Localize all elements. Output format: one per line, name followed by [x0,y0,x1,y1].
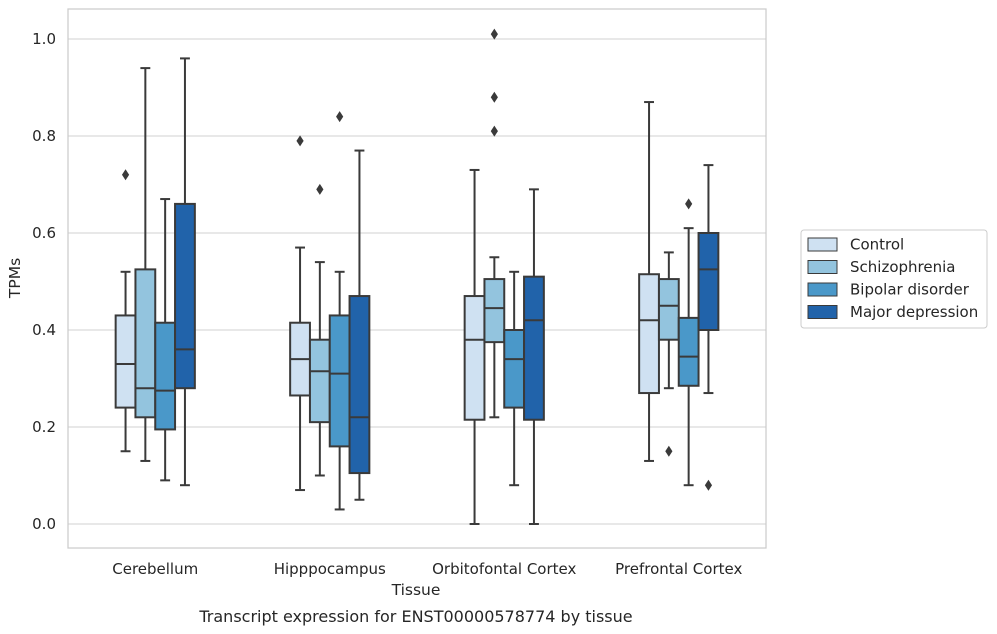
box-body [348,295,371,475]
outlier-point [490,28,498,40]
legend-swatch [807,237,838,252]
outlier-point [490,91,498,103]
outlier-point [316,183,324,195]
chart-caption: Transcript expression for ENST0000057877… [198,607,632,626]
x-tick-label: Hipppocampus [274,560,386,578]
box-control [289,135,311,492]
box-body [308,338,331,424]
box-body [114,314,137,409]
x-tick-label: Cerebellum [112,560,198,578]
box-schizophrenia [308,183,331,477]
box-body [657,278,680,341]
box-body [134,268,157,419]
y-tick-label: 0.6 [32,224,56,242]
x-axis-title: Tissue [391,581,441,599]
boxes [114,28,720,525]
y-axis-ticks: 0.0 0.2 0.4 0.6 0.8 1.0 [32,30,56,533]
box-major-depression [523,188,545,525]
y-tick-label: 0.0 [32,515,56,533]
box-control [638,101,660,462]
box-body [328,314,351,448]
outlier-point [296,135,304,147]
x-tick-label: Orbitofontal Cortex [432,560,576,578]
box-body [154,321,177,431]
outlier-point [665,445,673,457]
box-body [638,273,660,395]
box-control [114,169,137,453]
legend-label: Bipolar disorder [850,281,970,299]
plot-frame [67,8,767,549]
y-tick-label: 0.4 [32,321,56,339]
box-major-depression [174,57,196,487]
legend-label: Schizophrenia [850,258,955,276]
y-axis-title: TPMs [6,258,24,299]
legend-swatch [807,305,838,319]
legend-frame [800,229,988,329]
legend-swatch [807,282,838,297]
y-tick-label: 0.2 [32,418,56,436]
x-tick-label: Prefrontal Cortex [615,560,742,578]
box-major-depression [697,164,720,491]
legend-swatch [807,260,838,274]
legend-label: Control [850,236,904,254]
box-control [463,168,486,525]
box-body [677,316,700,387]
box-schizophrenia [657,251,680,457]
box-body [523,275,545,421]
y-tick-label: 1.0 [32,30,56,48]
box-major-depression [348,149,371,501]
box-body [697,232,720,331]
x-axis-ticks: Cerebellum Hipppocampus Orbitofontal Corte… [112,560,742,578]
box-body [483,278,506,344]
box-schizophrenia [483,28,506,419]
y-tick-label: 0.8 [32,127,56,145]
legend-label: Major depression [850,303,978,321]
outlier-point [336,111,344,123]
box-body [503,329,526,409]
box-bipolar-disorder [677,198,700,487]
outlier-point [121,169,130,181]
box-body [174,202,196,390]
legend: Control Schizophrenia Bipolar disorder Majo… [800,229,988,329]
outlier-point [704,479,713,491]
outlier-point [685,198,693,210]
box-bipolar-disorder [154,198,177,482]
box-bipolar-disorder [328,111,351,511]
box-body [463,295,486,421]
box-bipolar-disorder [503,270,526,487]
box-schizophrenia [134,67,157,462]
outlier-point [490,125,498,137]
